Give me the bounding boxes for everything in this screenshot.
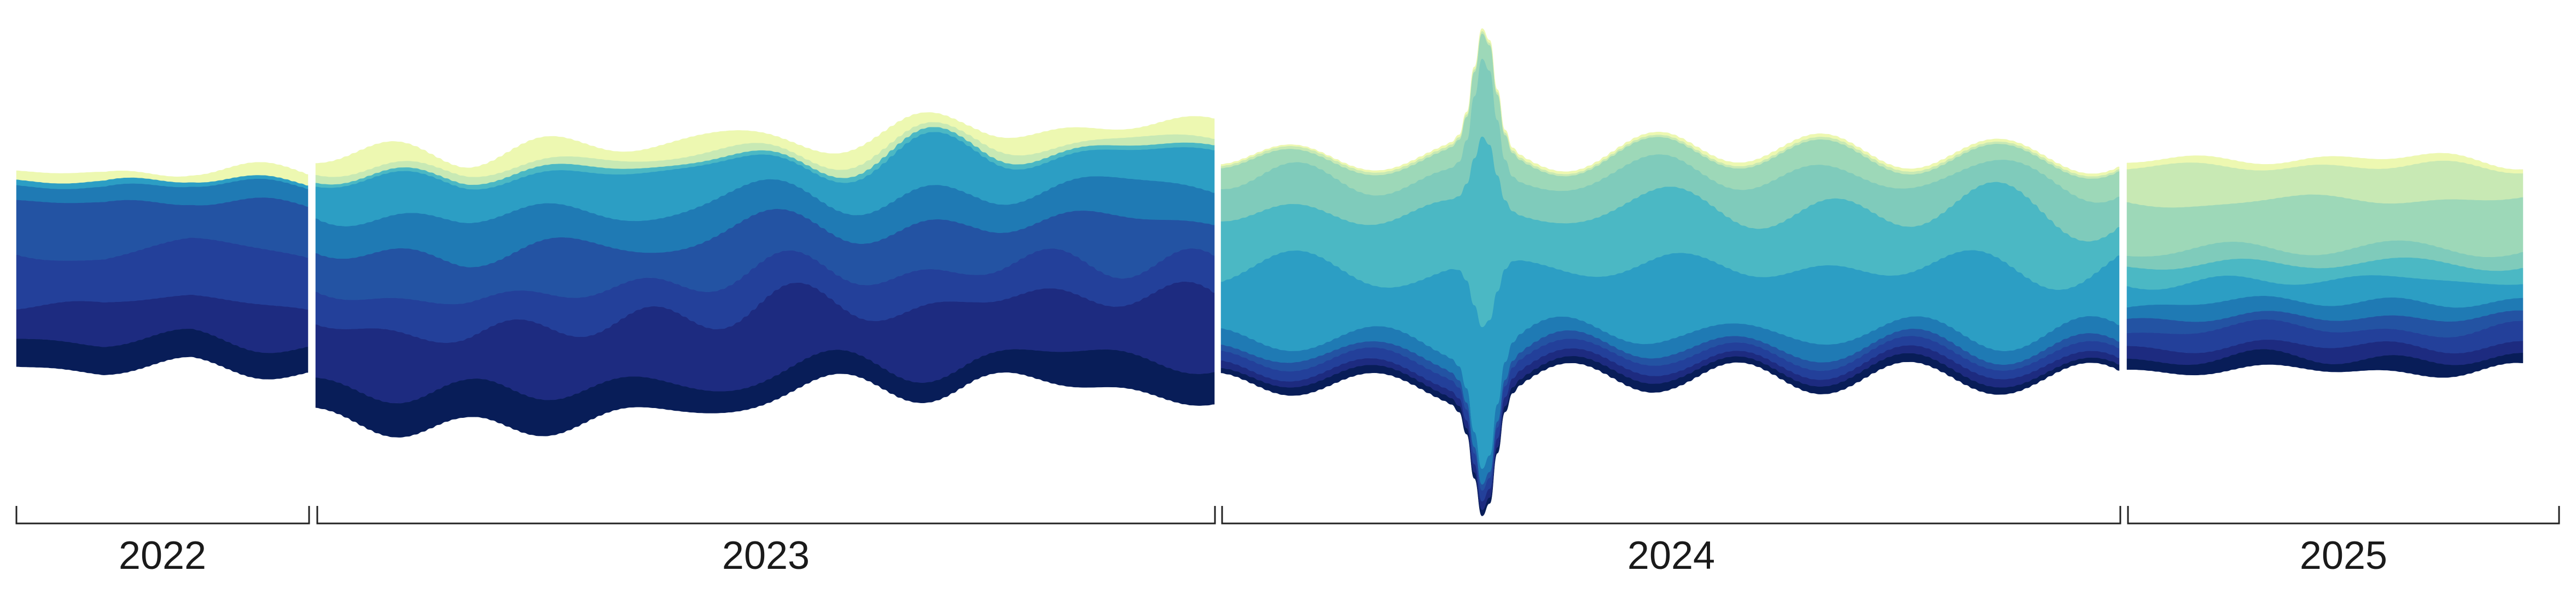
stream-layer-2024-11 [1220, 28, 2120, 177]
year-label-2025: 2025 [2300, 534, 2387, 578]
stream-layers [16, 28, 2523, 516]
year-bracket-2024: 2024 [1221, 506, 2121, 578]
year-bracket-2022: 2022 [15, 506, 310, 578]
year-bracket-2025: 2025 [2127, 506, 2560, 578]
stream-layer-2022-11 [16, 162, 309, 186]
stream-segment-2023 [315, 112, 1215, 438]
stream-layer-2023-11 [315, 112, 1215, 177]
year-bracket-2023: 2023 [316, 506, 1216, 578]
stream-segment-2025 [2126, 153, 2523, 378]
year-axis: 2022 2023 2024 2025 [15, 506, 2560, 578]
stream-segment-2022 [16, 162, 309, 380]
year-label-2024: 2024 [1627, 534, 1715, 578]
year-label-2023: 2023 [722, 534, 810, 578]
stream-segment-2024 [1220, 28, 2120, 516]
year-label-2022: 2022 [119, 534, 206, 578]
stream-layer-2025-11 [2126, 153, 2523, 174]
